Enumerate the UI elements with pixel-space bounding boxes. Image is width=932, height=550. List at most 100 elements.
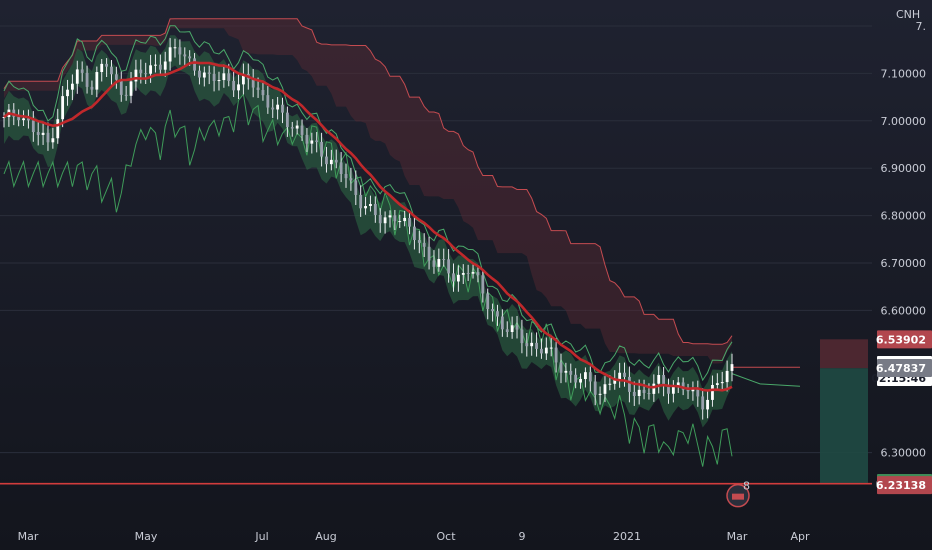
candle-body xyxy=(266,95,270,108)
candle-body xyxy=(354,180,358,195)
candle-body xyxy=(183,54,187,57)
candle-body xyxy=(681,382,685,390)
candle-body xyxy=(139,69,143,74)
plot-area: 8 xyxy=(0,18,872,508)
moving-average-line xyxy=(3,61,733,392)
candle-body xyxy=(613,379,617,384)
price-tag-label: 6.47837 xyxy=(876,362,926,375)
price-tick-label: 6.60000 xyxy=(881,304,927,317)
candle-body xyxy=(657,374,661,384)
candle-body xyxy=(325,156,328,165)
price-tag[interactable] xyxy=(877,476,932,495)
candle-body xyxy=(515,325,519,330)
candle-body xyxy=(505,329,509,333)
candle-body xyxy=(359,194,363,209)
lagging-span-line xyxy=(3,92,733,467)
candle-body xyxy=(471,272,475,274)
candle-body xyxy=(466,273,470,275)
candle-body xyxy=(715,383,719,385)
candle-body xyxy=(80,69,84,73)
candle-body xyxy=(339,162,343,175)
candle-body xyxy=(632,391,636,396)
candle-body xyxy=(676,382,680,387)
take-profit-zone[interactable] xyxy=(820,368,868,483)
candle-body xyxy=(364,206,367,209)
candle-body xyxy=(242,73,245,85)
price-tag[interactable] xyxy=(877,330,932,349)
candle-body xyxy=(413,226,416,241)
candle-body xyxy=(334,159,338,163)
candle-body xyxy=(408,217,411,227)
candle-body xyxy=(559,362,563,373)
stop-loss-zone[interactable] xyxy=(820,339,868,369)
time-tick-label: May xyxy=(135,530,158,543)
candle-body xyxy=(173,47,177,49)
candle-body xyxy=(110,66,113,75)
candle-body xyxy=(579,379,582,383)
cloud-upper-line xyxy=(3,18,733,345)
candle-body xyxy=(520,329,524,344)
candle-body xyxy=(662,374,665,386)
candle-body xyxy=(554,347,558,363)
time-tick-label: Mar xyxy=(18,530,39,543)
candle-body xyxy=(652,383,656,394)
candle-body xyxy=(603,384,607,394)
flag-icon xyxy=(732,493,744,500)
candle-body xyxy=(85,72,89,87)
candle-body xyxy=(686,389,690,392)
candle-body xyxy=(305,134,309,144)
candle-body xyxy=(198,70,201,78)
price-tag-label: 6.53902 xyxy=(876,333,926,346)
time-tick-label: 9 xyxy=(519,530,526,543)
candle-body xyxy=(46,132,50,143)
candle-body xyxy=(154,64,157,66)
candle-body xyxy=(310,140,314,144)
candle-body xyxy=(129,81,133,96)
candle-body xyxy=(41,132,45,135)
candle-body xyxy=(427,246,431,261)
candle-body xyxy=(373,203,377,215)
time-tick-label: Aug xyxy=(315,530,336,543)
time-tick-label: Oct xyxy=(436,530,456,543)
candle-body xyxy=(711,384,714,400)
candle-body xyxy=(75,69,79,84)
candle-body xyxy=(544,347,548,354)
candle-body xyxy=(388,215,392,218)
candle-body xyxy=(618,372,622,380)
price-axis[interactable]: 7. 7.10000 7.00000 6.90000 6.80000 6.70000 6.6… xyxy=(871,20,932,495)
candle-body xyxy=(349,178,353,181)
price-tick-label: 7. xyxy=(916,20,927,33)
candle-body xyxy=(119,79,123,95)
price-tag-label: 6.23138 xyxy=(876,479,926,492)
candle-body xyxy=(608,383,612,385)
candle-body xyxy=(36,132,40,135)
candle-body xyxy=(456,274,460,282)
candle-body xyxy=(730,364,734,371)
candle-body xyxy=(344,174,348,179)
candle-body xyxy=(217,80,221,82)
candle-body xyxy=(496,311,499,317)
time-tick-label: Apr xyxy=(790,530,810,543)
event-marker-label: 8 xyxy=(743,480,750,493)
price-tag[interactable] xyxy=(877,359,932,378)
price-tick-label: 6.70000 xyxy=(881,257,927,270)
candle-body xyxy=(300,125,304,135)
candle-body xyxy=(61,96,65,120)
candle-body xyxy=(461,273,465,275)
bearish-cloud xyxy=(4,18,732,364)
candle-body xyxy=(227,73,231,81)
candle-body xyxy=(222,73,226,81)
candle-body xyxy=(105,63,109,67)
candle-body xyxy=(442,259,446,261)
time-axis[interactable]: Mar May Jul Aug Oct 9 2021 Mar Apr xyxy=(18,530,810,543)
candle-body xyxy=(383,217,387,224)
candle-body xyxy=(642,389,646,394)
candle-body xyxy=(329,159,333,165)
candle-body xyxy=(627,376,631,392)
candle-body xyxy=(720,382,724,384)
candle-body xyxy=(378,214,382,224)
candle-body xyxy=(525,343,529,347)
candle-body xyxy=(623,372,626,377)
candle-body xyxy=(422,242,426,247)
